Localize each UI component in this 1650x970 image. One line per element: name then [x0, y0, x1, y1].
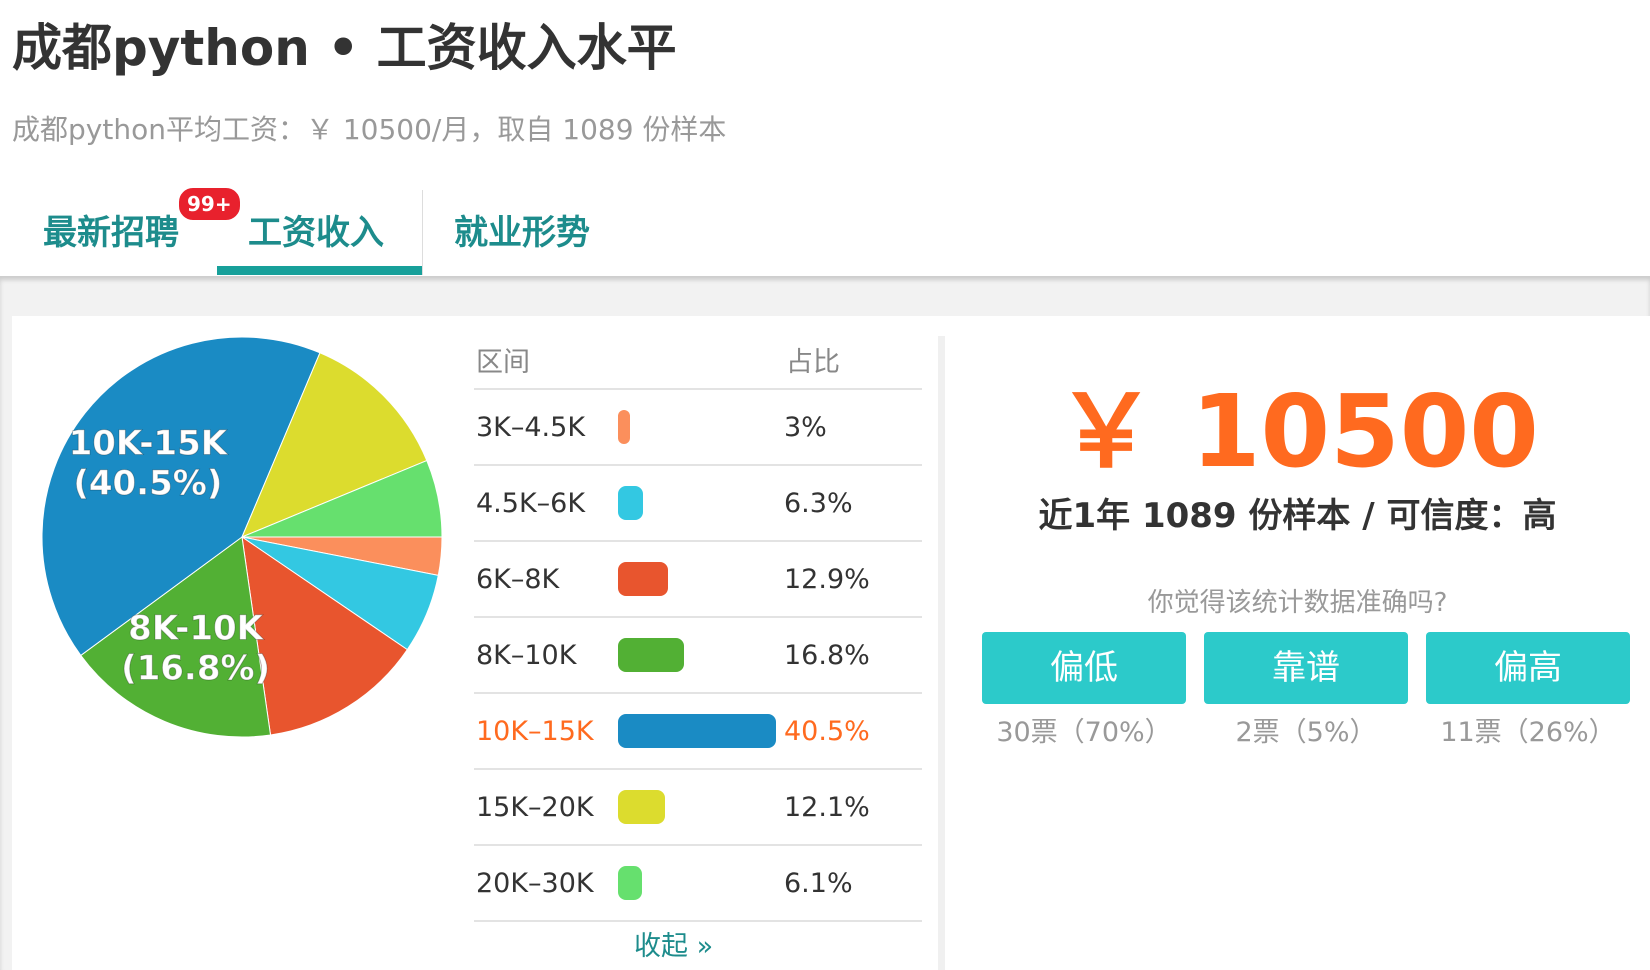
page-title: 成都python • 工资收入水平 — [12, 19, 677, 77]
table-rule — [474, 388, 922, 390]
percent-label: 16.8% — [784, 640, 870, 671]
column-header: 占比 — [786, 347, 840, 378]
table-row: 6K–8K 12.9% — [474, 542, 922, 618]
vote-result: 30票（70%） — [996, 717, 1172, 748]
vote-result: 2票（5%） — [1235, 717, 1377, 748]
percent-label: 12.1% — [784, 792, 870, 823]
table-row: 4.5K–6K 6.3% — [474, 466, 922, 542]
bar — [618, 866, 642, 900]
table-row: 15K–20K 12.1% — [474, 770, 922, 846]
vote-button[interactable]: 偏高 — [1426, 632, 1630, 704]
bar — [618, 638, 684, 672]
range-label: 3K–4.5K — [476, 412, 586, 443]
pie-slice — [241, 459, 443, 538]
vote-button[interactable]: 靠谱 — [1204, 632, 1408, 704]
pie-slice — [241, 352, 428, 538]
range-label: 6K–8K — [476, 564, 560, 595]
pie-chart: 8K-10K(16.8%) 10K-15K(40.5%) — [41, 336, 443, 738]
slice-label: 8K-10K — [128, 609, 264, 649]
bar — [618, 790, 666, 824]
range-label: 10K–15K — [476, 716, 594, 747]
table-row: 20K–30K 6.1% — [474, 846, 922, 922]
subtitle: 成都python平均工资：￥ 10500/月，取自 1089 份样本 — [12, 113, 727, 146]
sample-detail: 近1年 1089 份样本 / 可信度：高 — [1038, 496, 1557, 536]
tab[interactable]: 就业形势 — [454, 213, 590, 253]
percent-label: 3% — [784, 412, 827, 443]
pie-slice — [41, 336, 321, 657]
tab-underline — [217, 266, 422, 275]
percent-label: 12.9% — [784, 564, 870, 595]
bar — [618, 562, 669, 596]
percent-label: 6.1% — [784, 868, 853, 899]
table-row: 8K–10K 16.8% — [474, 618, 922, 694]
tab[interactable]: 最新招聘 — [43, 213, 179, 253]
badge: 99+ — [177, 186, 242, 222]
divider — [938, 336, 945, 970]
tab-active[interactable]: 工资收入 — [248, 213, 384, 253]
pie-slice — [80, 536, 272, 738]
range-label: 8K–10K — [476, 640, 577, 671]
slice-label: (16.8%) — [121, 649, 270, 689]
percent-label: 40.5% — [784, 716, 870, 747]
table-row: 10K–15K 40.5% — [474, 694, 922, 770]
slice-label: (40.5%) — [73, 464, 222, 504]
percent-label: 6.3% — [784, 488, 853, 519]
collapse-link[interactable]: 收起 » — [634, 931, 714, 962]
range-label: 4.5K–6K — [476, 488, 586, 519]
question: 你觉得该统计数据准确吗? — [1147, 588, 1448, 618]
slice-label: 10K-15K — [69, 424, 229, 464]
bar — [618, 410, 630, 444]
table-row: 3K–4.5K 3% — [474, 390, 922, 466]
range-label: 20K–30K — [476, 868, 594, 899]
bar — [618, 486, 643, 520]
bar — [618, 714, 776, 748]
pie-slice — [241, 535, 408, 736]
average-salary: ￥ 10500 — [1056, 373, 1539, 490]
range-label: 15K–20K — [476, 792, 594, 823]
vote-button[interactable]: 偏低 — [982, 632, 1186, 704]
vote-result: 11票（26%） — [1440, 717, 1616, 748]
tab-separator — [422, 190, 423, 275]
column-header: 区间 — [476, 347, 530, 378]
